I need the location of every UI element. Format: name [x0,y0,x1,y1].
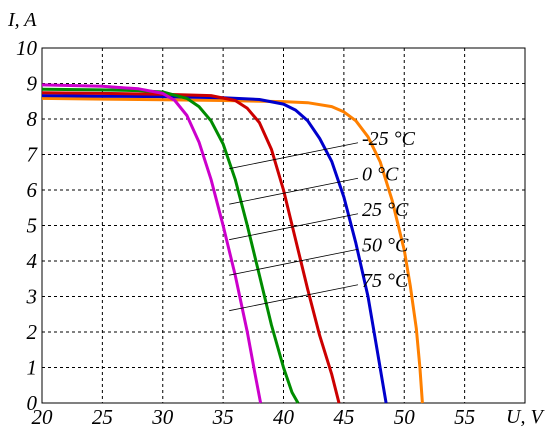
y-tick-label: 10 [16,36,38,60]
x-tick-label: 50 [394,405,416,428]
x-tick-label: 55 [454,405,475,428]
x-tick-label: 25 [92,405,113,428]
series-line [41,91,341,404]
series-lines [41,83,424,404]
x-tick-label: 45 [333,405,354,428]
annotation-label: 75 °C [362,270,409,292]
annotation-label: 25 °C [362,199,409,221]
y-tick-label: 3 [26,285,38,309]
annotation-label: -25 °C [362,128,416,150]
x-tick-label: 35 [212,405,234,428]
annotation-leader-line [229,177,359,205]
annotation-leader-line [229,142,359,170]
annotations: -25 °C 0 °C 25 °C 50 °C 75 °C [229,128,416,312]
grid [42,48,525,403]
x-tick-label: 30 [151,405,174,428]
annotation-leader-line [229,248,359,276]
plot-frame [41,47,526,404]
x-axis-label: U, V [506,406,545,428]
series-line [41,87,300,404]
series-line [41,96,424,404]
x-tick-label: 20 [32,405,54,428]
annotation-leader-line [229,284,359,312]
y-tick-label: 5 [27,214,38,238]
annotation-leader-line [229,213,359,241]
annotation-label: 50 °C [362,234,409,256]
y-tick-labels: 0 1 2 3 4 5 6 7 8 9 10 [16,36,39,415]
y-tick-label: 2 [27,320,38,344]
y-tick-label: 6 [27,178,38,202]
y-tick-label: 8 [27,107,38,131]
annotation-label: 0 °C [362,163,399,185]
y-tick-label: 9 [27,72,38,96]
y-tick-label: 7 [27,143,39,167]
y-axis-label: I, A [7,9,37,31]
x-tick-label: 40 [273,405,295,428]
y-tick-label: 0 [27,391,38,415]
y-tick-label: 4 [27,249,38,273]
series-line [41,94,388,404]
x-tick-labels: 20 25 30 35 40 45 50 55 [32,405,476,428]
series-line [41,83,263,404]
y-tick-label: 1 [27,356,38,380]
